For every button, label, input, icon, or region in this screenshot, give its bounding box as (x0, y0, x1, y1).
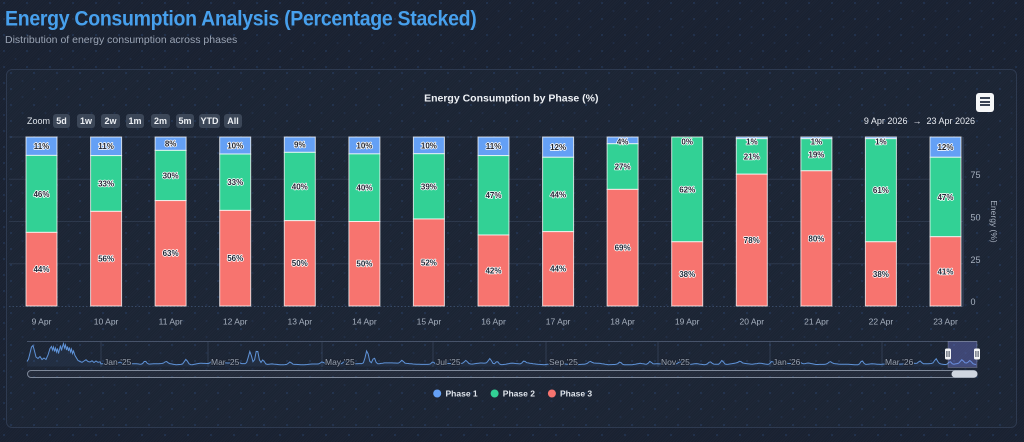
svg-text:Jul ’25: Jul ’25 (436, 357, 461, 367)
svg-text:56%: 56% (227, 254, 243, 263)
svg-text:75: 75 (971, 170, 981, 180)
svg-text:38%: 38% (679, 270, 695, 279)
svg-text:Mar ’25: Mar ’25 (211, 357, 240, 367)
svg-text:38%: 38% (873, 270, 889, 279)
svg-text:9%: 9% (294, 141, 306, 150)
svg-text:61%: 61% (873, 186, 889, 195)
svg-text:Jan ’25: Jan ’25 (104, 357, 132, 367)
svg-text:12 Apr: 12 Apr (223, 316, 248, 326)
svg-text:11%: 11% (486, 142, 502, 151)
svg-text:Sep ’25: Sep ’25 (549, 357, 578, 367)
svg-text:44%: 44% (550, 265, 566, 274)
svg-text:30%: 30% (163, 171, 179, 180)
svg-text:Energy (%): Energy (%) (989, 200, 999, 243)
svg-text:19%: 19% (808, 151, 824, 160)
svg-text:42%: 42% (485, 266, 501, 275)
svg-text:22 Apr: 22 Apr (869, 316, 894, 326)
svg-text:16 Apr: 16 Apr (481, 316, 506, 326)
svg-text:50: 50 (971, 213, 981, 223)
svg-text:1%: 1% (811, 137, 823, 146)
svg-text:27%: 27% (615, 163, 631, 172)
svg-text:11%: 11% (34, 142, 50, 151)
svg-text:46%: 46% (33, 190, 49, 199)
svg-text:Phase 2: Phase 2 (503, 389, 535, 399)
svg-text:1%: 1% (875, 137, 887, 146)
svg-text:50%: 50% (292, 259, 308, 268)
svg-text:10 Apr: 10 Apr (94, 316, 119, 326)
svg-text:44%: 44% (550, 190, 566, 199)
svg-text:4%: 4% (617, 137, 629, 146)
svg-text:19 Apr: 19 Apr (675, 316, 700, 326)
svg-text:10%: 10% (356, 141, 372, 150)
svg-text:41%: 41% (937, 267, 953, 276)
svg-text:14 Apr: 14 Apr (352, 316, 377, 326)
svg-text:1%: 1% (746, 137, 758, 146)
svg-text:40%: 40% (292, 182, 308, 191)
svg-text:69%: 69% (615, 244, 631, 253)
svg-text:80%: 80% (808, 234, 824, 243)
svg-text:Phase 1: Phase 1 (446, 389, 478, 399)
svg-text:0: 0 (971, 297, 976, 307)
svg-text:0%: 0% (681, 137, 693, 146)
svg-text:47%: 47% (937, 193, 953, 202)
svg-text:15 Apr: 15 Apr (417, 316, 442, 326)
svg-text:78%: 78% (744, 236, 760, 245)
svg-text:47%: 47% (485, 191, 501, 200)
svg-text:62%: 62% (679, 185, 695, 194)
svg-text:21 Apr: 21 Apr (804, 316, 829, 326)
svg-text:12%: 12% (550, 143, 566, 152)
svg-text:Mar ’26: Mar ’26 (885, 357, 914, 367)
svg-text:25: 25 (971, 255, 981, 265)
svg-text:9 Apr: 9 Apr (32, 316, 52, 326)
svg-text:33%: 33% (98, 179, 114, 188)
svg-text:May ’25: May ’25 (325, 357, 355, 367)
svg-text:10%: 10% (421, 141, 437, 150)
svg-text:33%: 33% (227, 178, 243, 187)
svg-text:Energy Consumption by Phase (%: Energy Consumption by Phase (%) (424, 92, 598, 104)
svg-text:18 Apr: 18 Apr (610, 316, 635, 326)
svg-text:56%: 56% (98, 255, 114, 264)
svg-text:12%: 12% (937, 143, 953, 152)
svg-text:10%: 10% (227, 141, 243, 150)
svg-text:Jan ’26: Jan ’26 (773, 357, 801, 367)
svg-text:52%: 52% (421, 258, 437, 267)
svg-text:20 Apr: 20 Apr (740, 316, 765, 326)
svg-text:39%: 39% (421, 182, 437, 191)
svg-text:8%: 8% (165, 140, 177, 149)
svg-text:23 Apr: 23 Apr (933, 316, 958, 326)
svg-text:13 Apr: 13 Apr (288, 316, 313, 326)
svg-text:21%: 21% (744, 152, 760, 161)
svg-text:63%: 63% (163, 249, 179, 258)
svg-text:50%: 50% (356, 260, 372, 269)
svg-text:11%: 11% (98, 142, 114, 151)
svg-text:Phase 3: Phase 3 (560, 389, 592, 399)
svg-text:44%: 44% (33, 265, 49, 274)
svg-text:11 Apr: 11 Apr (159, 316, 183, 326)
svg-text:Nov ’25: Nov ’25 (661, 357, 690, 367)
svg-text:40%: 40% (356, 184, 372, 193)
svg-text:17 Apr: 17 Apr (546, 316, 571, 326)
